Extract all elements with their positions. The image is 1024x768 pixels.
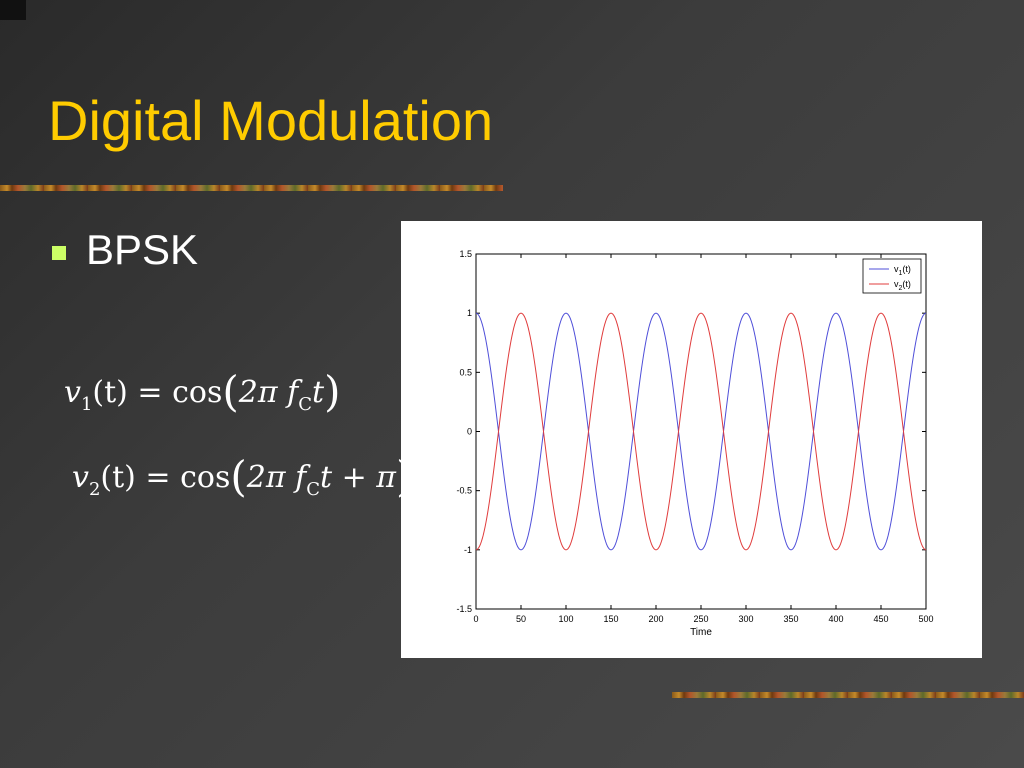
- x-tick-label: 0: [473, 614, 478, 624]
- equation-v1: v1(t) = cos(2π fCt): [64, 367, 340, 416]
- eq1-lhs-sub: 1: [80, 394, 93, 415]
- series-line-v1: [475, 312, 927, 551]
- eq2-lhs-var: v: [72, 460, 89, 495]
- footer-texture-bar: [672, 692, 1024, 698]
- y-tick-label: -0.5: [456, 486, 472, 496]
- eq2-lhs-arg: (t): [100, 460, 136, 495]
- eq1-func: cos: [172, 375, 223, 410]
- eq1-lhs-arg: (t): [92, 375, 128, 410]
- y-tick-label: 1.5: [459, 249, 472, 259]
- x-tick-label: 200: [648, 614, 663, 624]
- y-tick-label: -1: [464, 545, 472, 555]
- eq1-tail: t: [312, 375, 325, 410]
- bpsk-chart-svg: 0 50 100 150 200 250 300 350 400 450 500 1.5 1 0.5 0 -0…: [456, 249, 933, 638]
- x-tick-label: 300: [738, 614, 753, 624]
- eq2-tail: t + π: [320, 460, 396, 495]
- x-tick-label: 50: [516, 614, 526, 624]
- y-tick-label: 0.5: [459, 367, 472, 377]
- x-tick-label: 450: [873, 614, 888, 624]
- eq2-open-paren: (: [230, 452, 247, 501]
- x-tick-label: 400: [828, 614, 843, 624]
- eq2-inner-sub: C: [306, 479, 320, 500]
- eq1-lhs-var: v: [64, 375, 81, 410]
- bpsk-plot: 0 50 100 150 200 250 300 350 400 450 500 1.5 1 0.5 0 -0…: [401, 221, 982, 658]
- x-tick-label: 500: [918, 614, 933, 624]
- eq2-equals: =: [145, 460, 171, 495]
- x-axis-title: Time: [690, 627, 712, 638]
- eq1-open-paren: (: [222, 367, 239, 416]
- legend-label-v2: v2(t): [894, 279, 911, 292]
- y-tick-label: 0: [467, 427, 472, 437]
- y-tick-label: -1.5: [456, 604, 472, 614]
- legend: v1(t) v2(t): [862, 258, 922, 294]
- y-tick-label: 1: [467, 308, 472, 318]
- axis-ticks: 0 50 100 150 200 250 300 350 400 450 500 1.5 1 0.5 0 -0…: [456, 249, 933, 624]
- x-tick-label: 350: [783, 614, 798, 624]
- x-tick-label: 250: [693, 614, 708, 624]
- eq2-func: cos: [180, 460, 231, 495]
- eq1-inner-sub: C: [298, 394, 312, 415]
- x-tick-label: 150: [603, 614, 618, 624]
- legend-box: [862, 258, 922, 294]
- corner-mark: [0, 0, 26, 20]
- title-underline-bar: [0, 185, 503, 191]
- series-line-v2: [475, 312, 927, 551]
- series-lines: [475, 312, 927, 551]
- eq1-close-paren: ): [324, 367, 341, 416]
- eq2-lhs-sub: 2: [88, 479, 101, 500]
- eq2-inner: 2π f: [246, 460, 307, 495]
- legend-label-v1: v1(t): [894, 264, 911, 277]
- slide-title: Digital Modulation: [48, 89, 494, 152]
- eq1-equals: =: [137, 375, 163, 410]
- equation-v2: v2(t) = cos(2π fCt + π): [72, 452, 412, 501]
- bullet-bpsk: BPSK: [86, 226, 199, 273]
- bullet-square-icon: [52, 246, 66, 260]
- x-tick-label: 100: [558, 614, 573, 624]
- eq1-inner: 2π f: [238, 375, 299, 410]
